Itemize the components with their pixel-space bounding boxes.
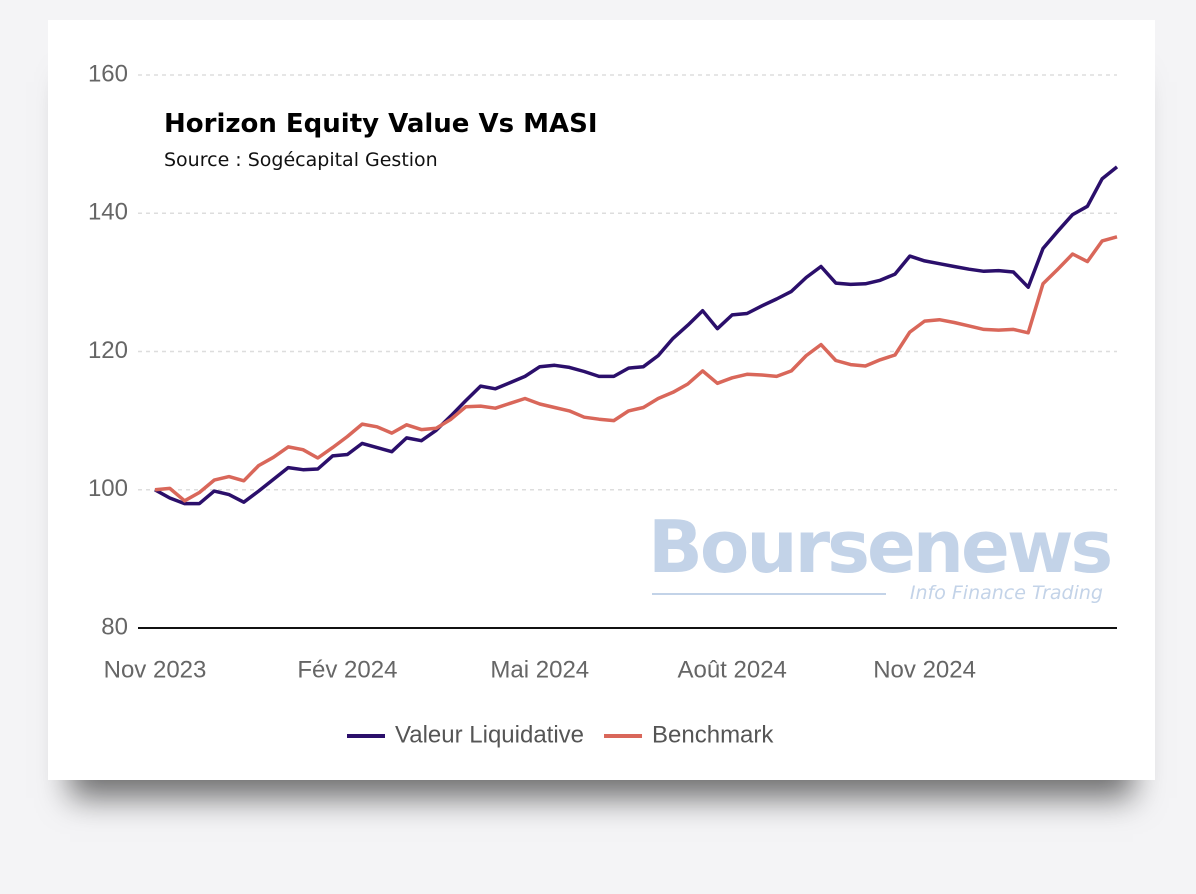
- watermark: Boursenews: [648, 505, 1110, 589]
- card: [48, 20, 1155, 780]
- legend-label: Valeur Liquidative: [395, 721, 584, 748]
- x-tick-label: Fév 2024: [297, 656, 397, 683]
- y-tick-label: 120: [88, 337, 128, 364]
- chart-subtitle: Source : Sogécapital Gestion: [164, 149, 438, 171]
- legend-label: Benchmark: [652, 721, 774, 748]
- x-tick-label: Mai 2024: [490, 656, 589, 683]
- y-tick-label: 80: [101, 613, 128, 640]
- y-tick-label: 100: [88, 475, 128, 502]
- y-tick-label: 160: [88, 60, 128, 87]
- chart-title: Horizon Equity Value Vs MASI: [164, 109, 598, 139]
- y-tick-label: 140: [88, 199, 128, 226]
- x-tick-label: Nov 2023: [104, 656, 207, 683]
- series-line: [154, 235, 1118, 503]
- watermark-tagline: Info Finance Trading: [910, 582, 1103, 604]
- x-tick-label: Août 2024: [677, 656, 786, 683]
- x-tick-label: Nov 2024: [873, 656, 976, 683]
- series-line: [154, 165, 1119, 506]
